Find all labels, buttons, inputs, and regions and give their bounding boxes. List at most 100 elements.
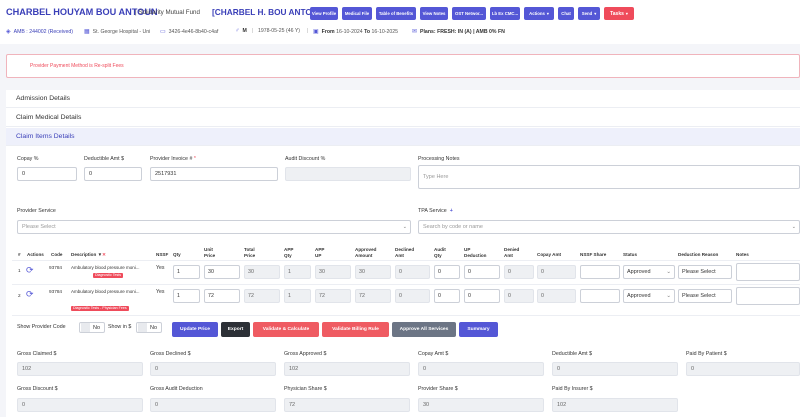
gross-approved-field: 102	[284, 362, 410, 376]
chat-button[interactable]: Chat	[558, 7, 574, 20]
card-id: 3426-4e46-8b40-c4af	[168, 28, 219, 35]
export-button[interactable]: Export	[221, 322, 250, 337]
add-tpa-service-icon[interactable]: +	[449, 208, 453, 214]
from-date: 16-10-2024	[336, 28, 363, 35]
status-value: Approved	[627, 293, 651, 299]
copay-input[interactable]: 0	[17, 167, 77, 181]
table-of-benefits-button[interactable]: Table of Benefits	[376, 7, 416, 20]
col-app-up-l2: UP	[315, 252, 322, 258]
approve-all-services-button[interactable]: Approve All Services	[392, 322, 456, 337]
status-select[interactable]: Approved ⌄	[623, 289, 675, 303]
col-audit-qty: Audit Qty	[434, 247, 446, 258]
col-notes: Notes	[736, 252, 749, 257]
row-description[interactable]: Ambulatory blood pressure moni...	[71, 289, 140, 294]
card-icon: ▭	[160, 29, 166, 35]
toggle-knob	[81, 323, 90, 332]
nssf-share-input[interactable]	[580, 289, 620, 303]
unit-price-input[interactable]: 72	[204, 289, 240, 303]
gross-discount-field: 0	[17, 398, 143, 412]
provider-service-placeholder: Please Select	[22, 224, 56, 230]
view-notes-button[interactable]: View Notes	[420, 7, 448, 20]
send-dropdown-button[interactable]: Send ▾	[578, 7, 600, 20]
tpa-service-search[interactable]: Search by code or name ⌄	[418, 220, 800, 234]
alert-text: Provider Payment Method is Re-split Fees	[30, 63, 124, 69]
chevron-down-icon: ⌄	[666, 293, 671, 299]
claim-items-details-section[interactable]: Claim Items Details	[6, 128, 800, 146]
col-denied-amt: Denied Amt	[504, 247, 519, 258]
show-in-usd-label: Show in $	[108, 324, 132, 330]
col-up-deduction: UP Deduction	[464, 247, 486, 258]
col-total-price-l2: Price	[244, 252, 256, 258]
lb-ex-cmc-button[interactable]: Lb Ex CMC...	[490, 7, 520, 20]
row-number: 2	[18, 293, 21, 298]
validate-calculate-button[interactable]: Validate & Calculate	[253, 322, 319, 337]
medical-file-button[interactable]: Medical File	[342, 7, 372, 20]
physician-share-label: Physician Share $	[284, 386, 327, 392]
audit-qty-input[interactable]: 0	[434, 265, 460, 279]
plans-value: FRESH: IN (A) | AMB 0% FN	[437, 28, 505, 35]
declined-amt-field: 0	[395, 289, 430, 303]
col-total-price-l1: Total	[244, 247, 255, 252]
row-description[interactable]: Ambulatory blood pressure moni...	[71, 265, 140, 270]
validate-billing-rule-button[interactable]: Validate Billing Rule	[322, 322, 389, 337]
update-price-button[interactable]: Update Price	[172, 322, 218, 337]
filter-icon[interactable]: ▼	[97, 252, 103, 257]
provider-share-label: Provider Share $	[418, 386, 458, 392]
provider-share-field: 30	[418, 398, 544, 412]
denied-amt-field: 0	[504, 289, 534, 303]
qty-input[interactable]: 1	[173, 289, 200, 303]
col-app-qty-l1: APP	[284, 247, 294, 252]
app-qty-field: 1	[284, 289, 311, 303]
chevron-down-icon: ⌄	[402, 224, 407, 230]
processing-notes-textarea[interactable]: Type Here	[418, 165, 800, 189]
refresh-icon[interactable]: ⟳	[26, 289, 34, 299]
up-deduction-input[interactable]: 0	[464, 289, 500, 303]
actions-button-label: Actions	[529, 11, 545, 16]
claim-panel: Admission Details Claim Medical Details …	[6, 90, 800, 417]
claim-number[interactable]: ◈ AMB : 244002 (Received)	[6, 28, 74, 36]
col-num: #	[18, 252, 21, 257]
provider-service-label: Provider Service	[17, 208, 56, 214]
deductible-input[interactable]: 0	[84, 167, 142, 181]
notes-input[interactable]	[736, 263, 800, 281]
app-up-field: 72	[315, 289, 351, 303]
physician-share-field: 72	[284, 398, 410, 412]
status-select[interactable]: Approved ⌄	[623, 265, 675, 279]
admission-details-section[interactable]: Admission Details	[6, 90, 800, 108]
up-deduction-input[interactable]: 0	[464, 265, 500, 279]
tasks-dropdown-button[interactable]: Tasks ▾	[604, 7, 634, 20]
show-provider-code-toggle[interactable]: No	[79, 322, 105, 333]
ost-network-button[interactable]: OST Networ...	[452, 7, 486, 20]
col-description[interactable]: Description ▼✕	[71, 252, 106, 258]
claim-number-text: AMB : 244002 (Received)	[13, 28, 74, 35]
copay-amt-label: Copay Amt $	[418, 351, 449, 357]
deduction-reason-select[interactable]: Please Select	[678, 289, 732, 303]
provider-service-select[interactable]: Please Select ⌄	[17, 220, 411, 234]
col-declined-amt: Declined Amt	[395, 247, 414, 258]
unit-price-input[interactable]: 30	[204, 265, 240, 279]
audit-qty-input[interactable]: 0	[434, 289, 460, 303]
invoice-input[interactable]: 2517931	[150, 167, 278, 181]
col-declined-amt-l1: Declined	[395, 247, 415, 252]
summary-button[interactable]: Summary	[459, 322, 498, 337]
chevron-down-icon: ⌄	[791, 224, 796, 230]
col-nssf-share: NSSF Share	[580, 252, 607, 257]
show-in-usd-toggle[interactable]: No	[136, 322, 162, 333]
deduction-reason-select[interactable]: Please Select	[678, 265, 732, 279]
copay-label: Copay %	[17, 156, 39, 162]
actions-dropdown-button[interactable]: Actions ▾	[524, 7, 554, 20]
clear-filter-icon[interactable]: ✕	[102, 252, 106, 257]
show-provider-code-label: Show Provider Code	[17, 324, 66, 330]
approved-amount-field: 30	[355, 265, 391, 279]
refresh-icon[interactable]: ⟳	[26, 265, 34, 275]
patient-name[interactable]: CHARBEL HOUYAM BOU ANTOUN	[6, 7, 158, 17]
plans-icon: ✉	[412, 29, 418, 35]
qty-input[interactable]: 1	[173, 265, 200, 279]
nssf-share-input[interactable]	[580, 265, 620, 279]
col-nssf: NSSF	[156, 252, 169, 257]
notes-input[interactable]	[736, 287, 800, 305]
app-up-field: 30	[315, 265, 351, 279]
claim-medical-details-section[interactable]: Claim Medical Details	[6, 109, 800, 127]
coverage-period: ▣ From 16-10-2024 To 16-10-2025	[313, 28, 398, 36]
view-profile-button[interactable]: View Profile	[310, 7, 338, 20]
